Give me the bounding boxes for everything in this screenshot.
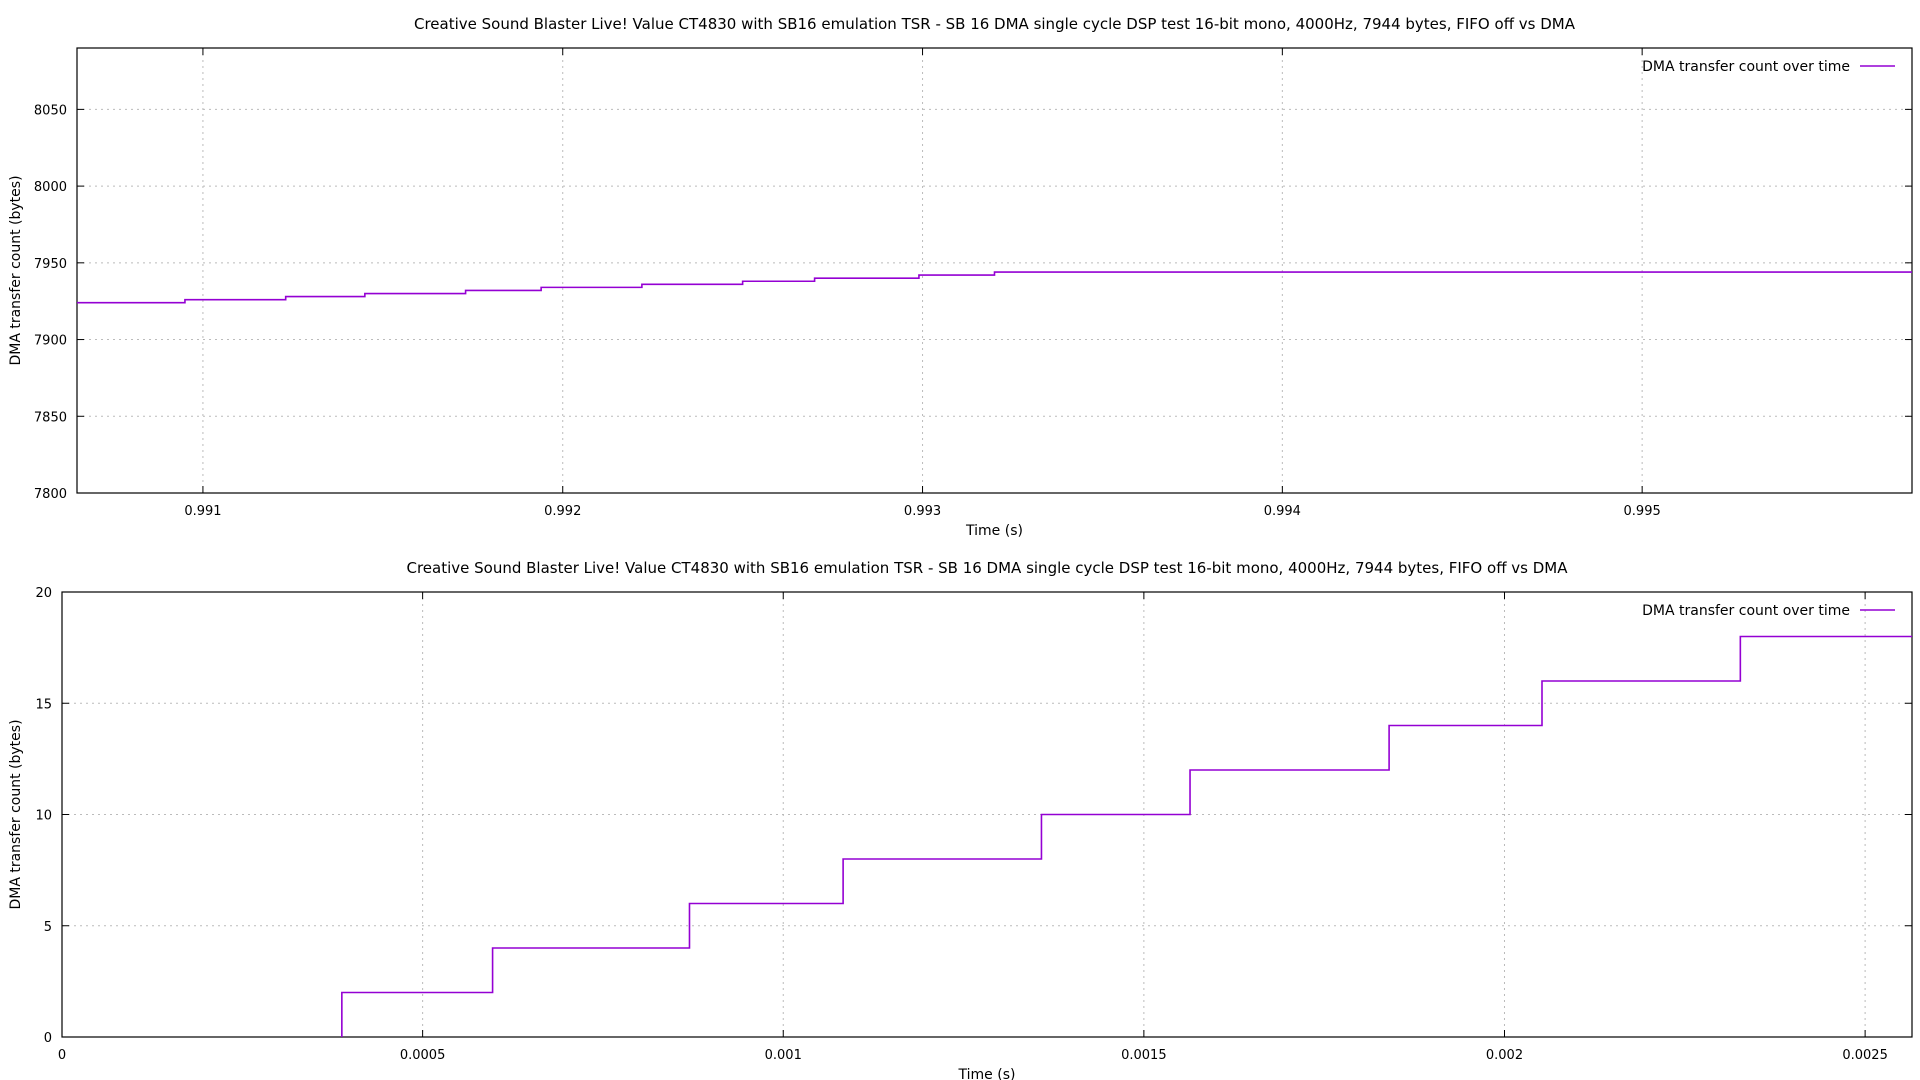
y-tick-label: 20 bbox=[35, 586, 52, 601]
y-tick-label: 7900 bbox=[34, 334, 67, 349]
x-tick-label: 0.995 bbox=[1624, 504, 1661, 519]
y-tick-label: 5 bbox=[44, 920, 52, 935]
x-tick-label: 0 bbox=[58, 1048, 66, 1063]
y-tick-label: 8050 bbox=[34, 103, 67, 118]
x-tick-label: 0.991 bbox=[184, 504, 221, 519]
series-line bbox=[341, 635, 1912, 1037]
series-line bbox=[77, 271, 1912, 304]
y-tick-label: 7800 bbox=[34, 487, 67, 502]
plot-frame bbox=[76, 47, 1913, 494]
y-tick-label: 15 bbox=[35, 697, 52, 712]
x-tick-label: 0.993 bbox=[904, 504, 941, 519]
y-axis-label: DMA transfer count (bytes) bbox=[8, 175, 24, 365]
x-tick-label: 0.992 bbox=[544, 504, 581, 519]
legend-label: DMA transfer count over time bbox=[1642, 603, 1850, 619]
y-tick-label: 10 bbox=[35, 809, 52, 824]
y-axis-label: DMA transfer count (bytes) bbox=[8, 719, 24, 909]
y-tick-label: 8000 bbox=[34, 180, 67, 195]
x-tick-label: 0.994 bbox=[1264, 504, 1301, 519]
x-tick-label: 0.0005 bbox=[400, 1048, 446, 1063]
y-tick-label: 7850 bbox=[34, 410, 67, 425]
x-axis-label: Time (s) bbox=[965, 523, 1023, 539]
chart-title: Creative Sound Blaster Live! Value CT483… bbox=[406, 559, 1568, 577]
x-tick-label: 0.0015 bbox=[1121, 1048, 1167, 1063]
x-tick-label: 0.0025 bbox=[1842, 1048, 1888, 1063]
x-tick-label: 0.002 bbox=[1486, 1048, 1523, 1063]
plot-frame bbox=[61, 591, 1913, 1038]
x-tick-label: 0.001 bbox=[765, 1048, 802, 1063]
y-tick-label: 0 bbox=[44, 1031, 52, 1046]
y-tick-label: 7950 bbox=[34, 257, 67, 272]
chart-title: Creative Sound Blaster Live! Value CT483… bbox=[414, 15, 1576, 33]
legend-label: DMA transfer count over time bbox=[1642, 59, 1850, 75]
x-axis-label: Time (s) bbox=[958, 1067, 1016, 1080]
